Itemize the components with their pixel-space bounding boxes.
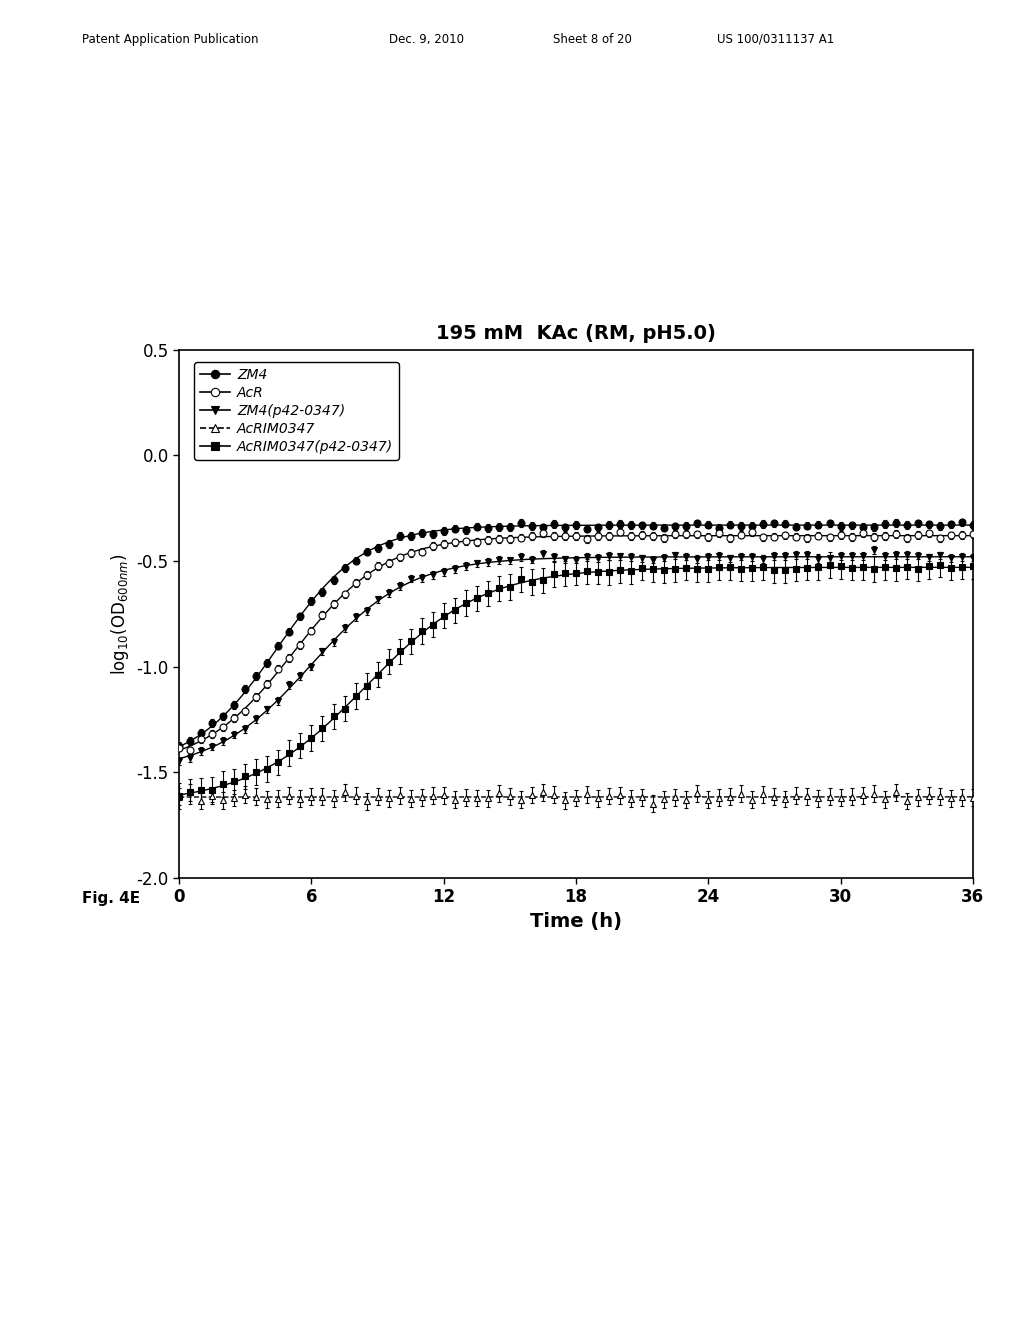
Text: US 100/0311137 A1: US 100/0311137 A1 (717, 33, 835, 46)
X-axis label: Time (h): Time (h) (530, 912, 622, 931)
Legend: ZM4, AcR, ZM4(p42-0347), AcRIM0347, AcRIM0347(p42-0347): ZM4, AcR, ZM4(p42-0347), AcRIM0347, AcRI… (195, 362, 398, 459)
Text: Sheet 8 of 20: Sheet 8 of 20 (553, 33, 632, 46)
Text: Patent Application Publication: Patent Application Publication (82, 33, 258, 46)
Y-axis label: log$_{10}$(OD$_{600nm}$): log$_{10}$(OD$_{600nm}$) (109, 553, 131, 675)
Title: 195 mM  KAc (RM, pH5.0): 195 mM KAc (RM, pH5.0) (436, 323, 716, 343)
Text: Dec. 9, 2010: Dec. 9, 2010 (389, 33, 464, 46)
Text: Fig. 4E: Fig. 4E (82, 891, 140, 906)
